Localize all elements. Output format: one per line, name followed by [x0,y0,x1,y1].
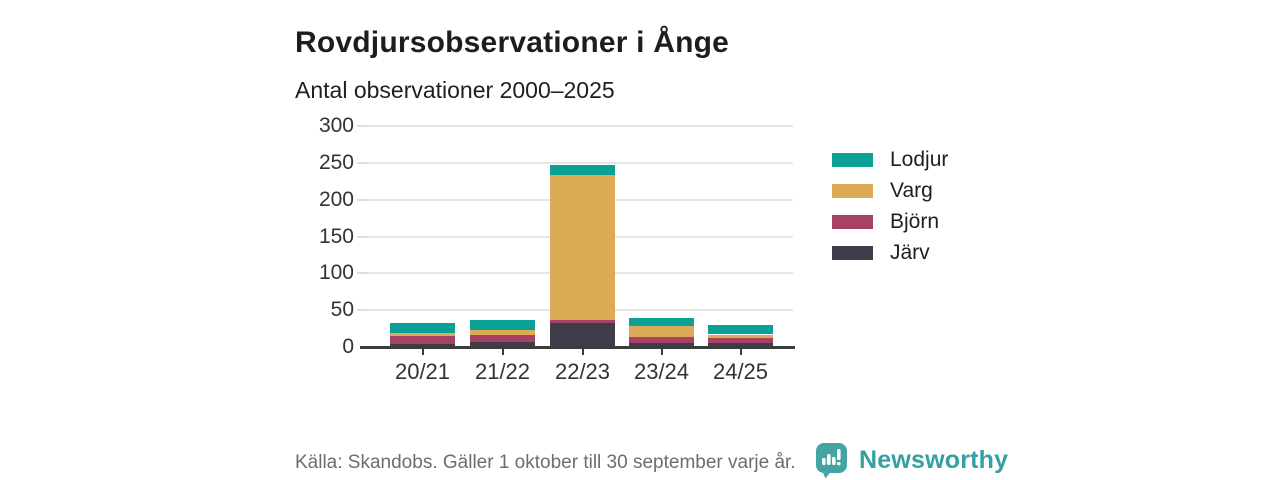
y-tick-300 [357,125,368,127]
bar-segment-24-25-björn [708,338,773,343]
bar-segment-20-21-lodjur [390,322,455,334]
bar-segment-21-22-lodjur [470,319,535,331]
x-tick-21-22 [501,348,504,355]
bar-segment-22-23-lodjur [550,165,615,175]
legend-swatch-varg [832,183,873,198]
legend-item-björn: Björn [832,206,948,237]
legend-label-lodjur: Lodjur [890,147,949,171]
source-note: Källa: Skandobs. Gäller 1 oktober till 3… [295,452,796,473]
y-axis-label-250: 250 [318,150,354,174]
y-axis-label-0: 0 [342,335,354,358]
bar-chart-speech-bubble-icon [816,443,847,479]
bar-segment-24-25-varg [708,334,773,339]
brand-logo: Newsworthy [815,442,1008,479]
bar-segment-22-23-järv [550,322,615,347]
bar-segment-21-22-järv [470,341,535,347]
bar-segment-23-24-varg [629,325,694,338]
legend-label-järv: Järv [890,240,930,264]
x-axis-label-21-22: 21/22 [474,359,531,384]
y-axis-label-50: 50 [330,298,354,322]
y-tick-100 [357,272,368,275]
x-axis-label-20-21: 20/21 [394,359,451,384]
bar-segment-22-23-björn [550,319,615,323]
y-tick-50 [357,309,368,312]
bar-segment-23-24-björn [629,337,694,344]
legend-label-björn: Björn [890,209,940,233]
x-tick-23-24 [660,348,663,355]
legend-item-järv: Järv [832,237,948,268]
chart-subtitle: Antal observationer 2000–2025 [295,77,615,103]
legend-item-varg: Varg [832,175,948,206]
bar-segment-24-25-lodjur [708,324,773,335]
brand-name: Newsworthy [859,446,1009,474]
bar-segment-20-21-björn [390,335,455,345]
x-axis-line [360,346,795,349]
x-axis-label-22-23: 22/23 [554,359,611,384]
bar-segment-23-24-lodjur [629,317,694,326]
legend-swatch-järv [832,245,873,260]
bar-segment-23-24-järv [629,343,694,347]
bar-segment-20-21-järv [390,344,455,347]
bar-segment-21-22-björn [470,335,535,342]
plot-area: 20/21 21/22 22/23 23/24 24/25 [360,125,795,384]
legend-label-varg: Varg [890,178,933,202]
y-tick-200 [357,198,368,201]
y-axis-label-100: 100 [318,261,354,285]
legend-swatch-lodjur [832,152,873,167]
x-tick-22-23 [581,348,584,355]
bar-segment-21-22-varg [470,330,535,336]
legend-swatch-björn [832,214,873,229]
bar-segment-20-21-varg [390,333,455,336]
gridline-300 [368,125,793,127]
bar-segment-22-23-varg [550,174,615,320]
y-axis-label-200: 200 [318,187,354,211]
legend: Lodjur Varg Björn Järv [832,144,948,268]
bar-segment-24-25-järv [708,342,773,347]
y-tick-150 [357,235,368,238]
legend-item-lodjur: Lodjur [832,144,948,175]
y-tick-250 [357,161,368,164]
x-axis-label-23-24: 23/24 [633,359,690,384]
y-axis-label-150: 150 [318,224,354,248]
x-axis-label-24-25: 24/25 [712,359,769,384]
y-axis-label-300: 300 [318,114,354,137]
x-tick-24-25 [739,348,742,355]
gridline-250 [368,161,793,164]
x-tick-20-21 [421,348,424,355]
chart-title: Rovdjursobservationer i Ånge [295,26,730,60]
